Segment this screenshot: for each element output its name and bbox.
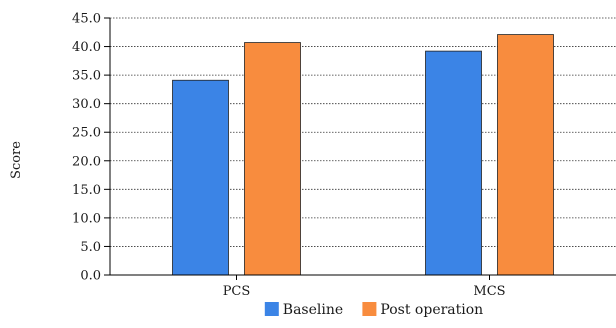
axes [109, 18, 616, 276]
y-axis-title: Score [9, 141, 24, 179]
y-tick-label: 20.0 [72, 154, 101, 169]
y-axis-ticks: 0.0 5.0 10.0 15.0 20.0 25.0 30.0 35.0 40.0 45.0 [72, 12, 110, 284]
legend-label: Baseline [283, 302, 343, 318]
y-tick-label: 10.0 [72, 211, 101, 226]
legend: Baseline Post operation [264, 302, 483, 318]
y-tick-label: 25.0 [72, 126, 101, 141]
x-category-label: MCS [473, 284, 505, 299]
bar-mcs-baseline [425, 50, 482, 276]
y-tick-label: 30.0 [72, 97, 101, 112]
bar-mcs-post-operation [497, 34, 554, 276]
y-tick-label: 15.0 [72, 183, 101, 198]
bars [172, 34, 554, 276]
legend-swatch-post-operation [362, 302, 377, 316]
y-tick-label: 35.0 [72, 69, 101, 84]
x-category-label: PCS [223, 284, 251, 299]
legend-label: Post operation [380, 302, 483, 318]
y-tick-label: 0.0 [80, 269, 101, 284]
bar-pcs-baseline [172, 79, 229, 276]
bar-pcs-post-operation [244, 42, 301, 276]
legend-swatch-baseline [264, 302, 279, 316]
y-tick-label: 5.0 [80, 240, 101, 255]
y-tick-label: 40.0 [72, 40, 101, 55]
y-tick-label: 45.0 [72, 12, 101, 27]
x-axis-categories: PCS MCS [223, 275, 506, 299]
